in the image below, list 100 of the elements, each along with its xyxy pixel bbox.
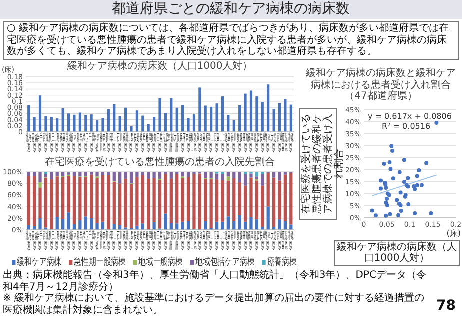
x-tick-label: 徳島県 [226, 133, 232, 154]
x-tick-label: 神奈川県 [100, 133, 106, 154]
x-tick-label: 奈良県 [186, 133, 192, 154]
x-tick-label: 広島県 [214, 231, 220, 252]
x-tick-label: 徳島県 [226, 231, 232, 252]
x-tick-label: 石川県 [117, 133, 123, 154]
x-tick-label: 三重県 [157, 231, 163, 252]
chart-title: 緩和ケア病棟の病床数（人口1000人対） [66, 60, 253, 72]
x-tick-label: 山梨県 [128, 133, 134, 154]
x-tick-label: 島根県 [202, 133, 208, 154]
x-tick-label: 福井県 [122, 231, 129, 252]
x-tick-label: 岡山県 [208, 231, 214, 252]
x-tick-label: 岡山県 [208, 133, 214, 154]
x-tick-label: 広島県 [214, 133, 220, 154]
x-tick-label: 愛媛県 [237, 231, 243, 252]
x-tick-label: 青森県 [32, 133, 38, 154]
x-axis-title: 緩和ケア病棟の病床数（人口1000人対） [334, 240, 460, 266]
x-tick-label: 京都府 [168, 231, 174, 252]
x-tick-label: 愛知県 [151, 231, 158, 252]
x-tick-label: 東京都 [94, 133, 100, 154]
x-tick-label: 福岡県 [248, 231, 254, 252]
x-tick-label: 長野県 [134, 133, 140, 154]
x-tick-label: 群馬県 [77, 231, 83, 252]
x-tick-label: 福岡県 [248, 133, 254, 154]
x-tick-label: 栃木県 [72, 133, 78, 154]
x-tick-label: 香川県 [231, 133, 237, 154]
x-tick-label: 山口県 [220, 231, 226, 252]
x-tick-label: 福島県 [60, 231, 66, 252]
x-tick-label: 青森県 [32, 231, 38, 252]
x-tick-label: 千葉県 [88, 133, 94, 154]
x-tick-label: 富山県 [112, 231, 118, 252]
text: ※ 緩和ケア病棟において、施設基準におけるデータ提出加算の届出の要件に対する経過措置の医療機関は集計対象に含まれない。 [3, 293, 426, 316]
x-tick-label: 三重県 [157, 133, 163, 154]
x-tick-label: 東京都 [94, 231, 100, 252]
text: 78 [436, 298, 456, 314]
x-tick-label: 石川県 [117, 231, 123, 252]
x-tick-label: 長崎県 [260, 231, 266, 252]
x-tick-label: 滋賀県 [162, 133, 168, 154]
x-tick-label: 茨城県 [66, 231, 72, 252]
x-tick-label: 千葉県 [88, 231, 94, 252]
x-tick-label: 和歌山県 [191, 133, 197, 154]
x-tick-label: 熊本県 [266, 231, 272, 252]
x-tick-label: 和歌山県 [191, 231, 197, 252]
x-tick-label: 宮城県 [43, 133, 49, 154]
legend-label: 療養病棟 [267, 257, 297, 268]
x-tick-label: 高知県 [242, 133, 248, 154]
x-tick-label: 鳥取県 [197, 231, 203, 252]
x-tick-label: 福島県 [60, 133, 66, 154]
x-tick-label: 静岡県 [146, 133, 152, 154]
x-tick-label: 大分県 [271, 133, 277, 154]
x-tick-label: 岐阜県 [140, 231, 146, 252]
legend-label: 緩和ケア病棟 [17, 257, 62, 268]
y-axis-title: 在宅医療を受けている悪性腫瘍患者の緩和ケア病棟での患者受け入れ割合 [300, 113, 345, 216]
x-tick-label: 福井県 [122, 133, 129, 154]
annotation: R² = 0.0516 [382, 122, 431, 131]
x-tick-label: 岩手県 [37, 231, 44, 252]
x-tick-label: 北海道 [26, 133, 32, 154]
text: (床) [446, 229, 461, 238]
x-tick-label: 鳥取県 [197, 133, 203, 154]
x-tick-label: 新潟県 [106, 133, 112, 154]
x-tick-label: 埼玉県 [83, 231, 89, 252]
legend-label: 急性期一般病棟 [74, 257, 126, 268]
x-tick-label: 秋田県 [48, 133, 54, 154]
x-tick-label: 高知県 [242, 231, 248, 252]
x-tick-label: 宮崎県 [276, 133, 283, 154]
text: 都道府県ごとの緩和ケア病棟の病床数 [0, 0, 462, 19]
x-tick-label: 大阪府 [174, 231, 180, 252]
x-tick-label: 愛媛県 [237, 133, 243, 154]
x-tick-label: 愛知県 [151, 133, 158, 154]
x-tick-label: 山形県 [54, 231, 60, 252]
x-tick-label: 富山県 [112, 133, 118, 154]
x-tick-label: 山形県 [54, 133, 60, 154]
x-tick-label: 静岡県 [146, 231, 152, 252]
x-tick-label: 滋賀県 [162, 231, 168, 252]
x-tick-label: 秋田県 [48, 231, 54, 252]
text: ○ 緩和ケア病棟の病床数については、各都道府県でばらつきがあり、病床数が多い都道府県では在宅医療を受けている悪性腫瘍の患者で緩和ケア病棟に入院する患者が多いが、緩和ケア病棟の病床数が多くても、緩和ケア病棟であまり入院受け入れをしない都道府県も存在する。 [3, 21, 459, 60]
x-tick-label: 奈良県 [186, 231, 192, 252]
legend-label: 地域一般病棟 [138, 257, 183, 268]
x-tick-label: 神奈川県 [100, 231, 106, 252]
x-tick-label: 宮城県 [43, 231, 49, 252]
source-note: 出典：病床機能報告（令和3年）、厚生労働省「人口動態統計」（令和3年）、DPCデータ（令和4年7月～12月診療分） [3, 270, 428, 292]
x-tick-label: 兵庫県 [180, 133, 186, 154]
x-tick-label: 沖縄県 [288, 133, 294, 154]
x-tick-label: 新潟県 [106, 231, 112, 252]
x-tick-label: 大阪府 [174, 133, 180, 154]
x-tick-label: 北海道 [26, 231, 32, 252]
x-tick-label: 佐賀県 [254, 133, 260, 154]
x-tick-label: 山梨県 [128, 231, 134, 252]
x-tick-label: 茨城県 [66, 133, 72, 154]
x-tick-label: 京都府 [168, 133, 174, 154]
x-tick-label: 佐賀県 [254, 231, 260, 252]
legend-label: 地域包括ケア病棟 [196, 257, 255, 268]
x-tick-label: 香川県 [231, 231, 237, 252]
x-tick-label: 鹿児島県 [282, 133, 288, 154]
x-tick-label: 沖縄県 [288, 231, 294, 252]
x-tick-label: 大分県 [271, 231, 277, 252]
x-tick-label: 宮崎県 [276, 231, 283, 252]
x-tick-label: 岩手県 [37, 133, 44, 154]
x-tick-label: 島根県 [202, 231, 208, 252]
x-tick-label: 群馬県 [77, 133, 83, 154]
